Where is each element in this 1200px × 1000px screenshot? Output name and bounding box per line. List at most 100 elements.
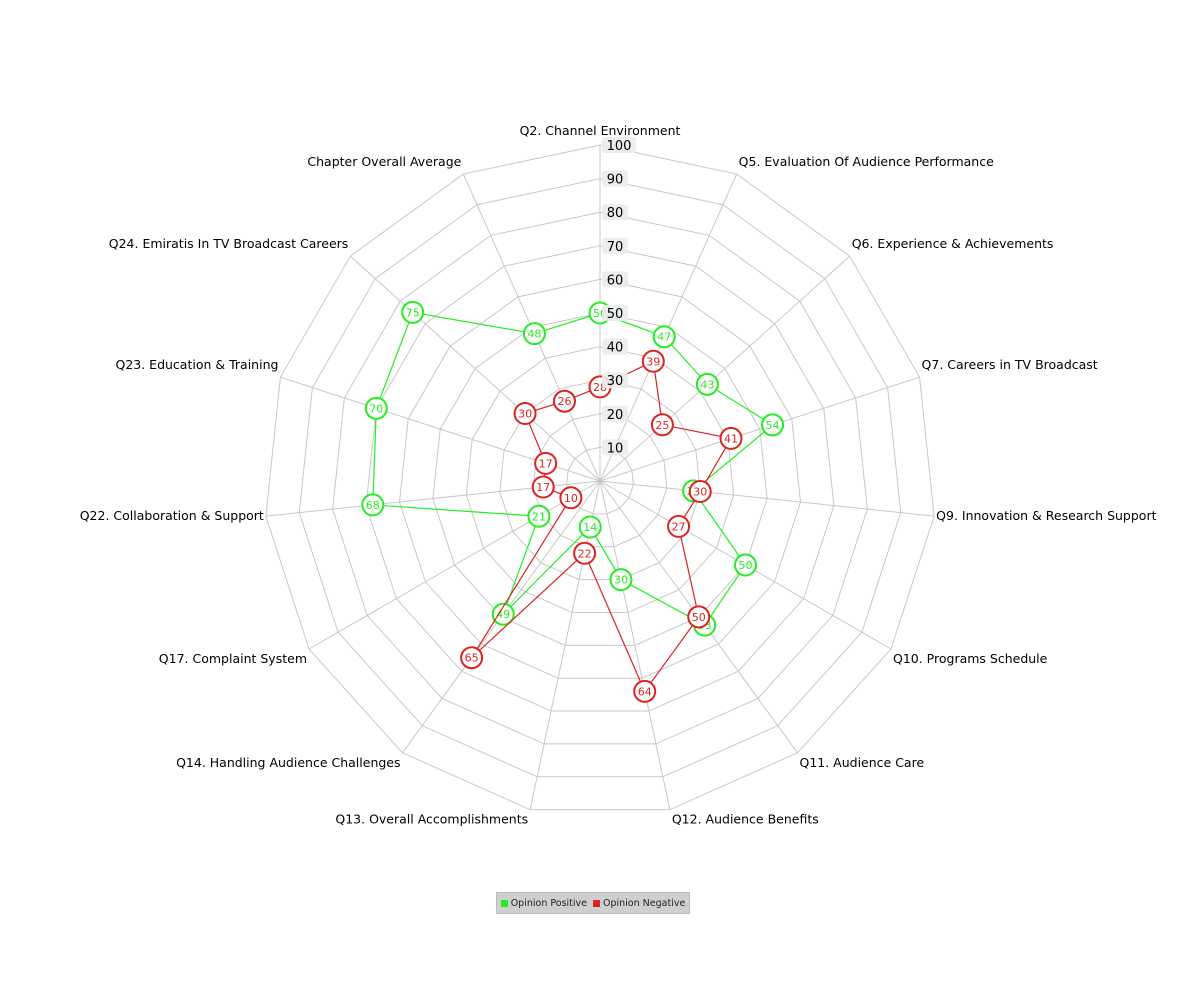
grid-ring-60 <box>398 278 802 679</box>
data-point-negative[interactable] <box>534 451 558 475</box>
grid-spoke <box>599 376 920 482</box>
tick-label-bg <box>602 372 628 389</box>
data-label-positive: 43 <box>700 378 714 391</box>
grid-spoke <box>599 480 935 517</box>
grid-ring-50 <box>432 312 768 646</box>
data-label-negative: 26 <box>557 395 571 408</box>
category-labels: Q2. Channel Environment Q5. Evaluation Of… <box>80 123 1157 827</box>
legend-swatch-negative <box>593 899 600 907</box>
data-point-positive[interactable] <box>401 300 425 324</box>
tick-label-bg <box>602 405 628 422</box>
data-label-positive: 75 <box>406 306 420 319</box>
category-label-q2-channel-environment: Q2. Channel Environment <box>520 123 681 138</box>
data-point-negative[interactable] <box>460 646 484 670</box>
tick-label-bg <box>602 204 628 221</box>
data-label-positive: 50 <box>738 559 752 572</box>
data-label-negative: 17 <box>536 481 550 494</box>
data-label-negative: 41 <box>724 432 738 445</box>
data-point-positive[interactable] <box>695 372 719 396</box>
data-point-negative[interactable] <box>667 514 691 538</box>
tick-label: 80 <box>607 206 624 221</box>
tick-label: 50 <box>607 307 624 322</box>
grid-ring-100 <box>265 144 935 811</box>
data-point-positive[interactable] <box>578 515 602 539</box>
tick-label-bg <box>602 170 628 187</box>
data-label-negative: 10 <box>564 492 578 505</box>
data-point-negative[interactable] <box>641 349 665 373</box>
data-point-positive[interactable] <box>491 602 515 626</box>
category-label-q23-education-training: Q23. Education & Training <box>115 357 278 372</box>
data-label-positive: 21 <box>532 510 546 523</box>
category-label-q9-innovation-research-support: Q9. Innovation & Research Support <box>936 508 1156 523</box>
tick-label-bg <box>602 338 628 355</box>
grid-ring-20 <box>532 413 668 548</box>
grid-ring-30 <box>499 379 701 581</box>
data-point-positive[interactable] <box>364 396 388 420</box>
tick-label-bg <box>602 137 636 153</box>
grid-ring-80 <box>332 211 868 745</box>
data-point-negative[interactable] <box>559 486 583 510</box>
tick-label: 70 <box>607 240 624 255</box>
data-label-positive: 47 <box>657 331 671 344</box>
data-label-negative: 22 <box>578 547 592 560</box>
tick-label-bg <box>602 271 628 288</box>
category-label-q12-audience-benefits: Q12. Audience Benefits <box>672 812 819 827</box>
legend: Opinion Positive Opinion Negative <box>496 892 690 914</box>
category-label-q10-programs-schedule: Q10. Programs Schedule <box>893 651 1048 666</box>
category-label-q14-handling-audience-challenges: Q14. Handling Audience Challenges <box>176 755 400 770</box>
data-label-negative: 65 <box>465 652 479 665</box>
data-point-negative[interactable] <box>650 413 674 437</box>
legend-label-negative: Opinion Negative <box>603 897 686 909</box>
data-point-positive[interactable] <box>609 568 633 592</box>
legend-item-negative[interactable]: Opinion Negative <box>593 898 685 909</box>
category-label-q22-collaboration-support: Q22. Collaboration & Support <box>80 508 264 523</box>
data-point-negative[interactable] <box>573 541 597 565</box>
category-label-q11-audience-care: Q11. Audience Care <box>799 755 924 770</box>
data-point-negative[interactable] <box>719 426 743 450</box>
data-label-negative: 39 <box>646 355 660 368</box>
category-label-q5-evaluation-of-audience-performance: Q5. Evaluation Of Audience Performance <box>739 154 994 169</box>
grid-ring-40 <box>465 346 735 613</box>
data-point-positive[interactable] <box>733 553 757 577</box>
series-line-positive <box>372 311 774 626</box>
data-label-positive: 14 <box>583 521 597 534</box>
grid-spoke <box>599 255 851 482</box>
data-label-negative: 50 <box>692 611 706 624</box>
grid-ring-90 <box>298 178 902 778</box>
data-label-negative: 25 <box>655 419 669 432</box>
data-label-positive: 54 <box>766 419 780 432</box>
grid-ring-10 <box>566 446 634 515</box>
radial-tick-labels: 10 20 30 40 50 60 70 80 90 100 <box>602 137 636 456</box>
tick-label: 20 <box>607 408 624 423</box>
data-point-positive[interactable] <box>652 325 676 349</box>
data-point-positive[interactable] <box>522 322 546 346</box>
category-label-q17-complaint-system: Q17. Complaint System <box>159 651 307 666</box>
legend-swatch-positive <box>500 899 508 907</box>
data-point-negative[interactable] <box>688 480 712 504</box>
tick-label: 100 <box>607 139 632 154</box>
tick-label-bg <box>602 305 628 321</box>
data-point-positive[interactable] <box>527 504 551 528</box>
data-point-positive[interactable] <box>361 493 385 517</box>
tick-label: 60 <box>607 273 624 288</box>
data-point-negative[interactable] <box>687 605 711 629</box>
data-point-negative[interactable] <box>552 389 576 413</box>
category-label-q24-emiratis-in-tv-broadcast-careers: Q24. Emiratis In TV Broadcast Careers <box>109 236 349 251</box>
data-point-positive[interactable] <box>761 413 785 437</box>
data-label-negative: 64 <box>638 685 652 698</box>
tick-label: 30 <box>607 374 624 389</box>
grid-spoke <box>308 480 601 650</box>
tick-label: 10 <box>607 441 624 456</box>
data-point-negative[interactable] <box>633 679 657 703</box>
data-label-positive: 68 <box>366 499 380 512</box>
data-point-negative[interactable] <box>531 475 555 499</box>
data-point-negative[interactable] <box>513 402 537 426</box>
category-label-q13-overall-accomplishments: Q13. Overall Accomplishments <box>335 812 528 827</box>
legend-item-positive[interactable]: Opinion Positive <box>500 898 587 909</box>
data-label-positive: 30 <box>614 574 628 587</box>
category-label-chapter-overall-average: Chapter Overall Average <box>307 154 461 169</box>
data-label-negative: 17 <box>539 457 553 470</box>
tick-label-bg <box>602 439 628 456</box>
